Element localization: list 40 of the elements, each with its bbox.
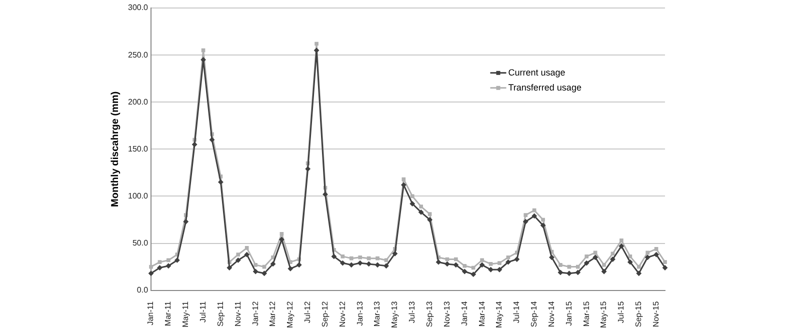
x-tick-label: Mar-11 [164, 300, 173, 326]
x-tick-label: Jul-11 [198, 300, 208, 323]
y-tick-label: 50.0 [132, 238, 149, 248]
x-tick-label: Sep-14 [530, 300, 539, 328]
x-tick-label: Mar-13 [372, 300, 382, 327]
x-tick-label: Nov-13 [442, 300, 452, 328]
x-tick-label: Mar-12 [268, 300, 278, 327]
x-tick-label: Nov-11 [233, 300, 242, 327]
x-tick-label: Jul-13 [408, 300, 417, 324]
x-tick-label: May-15 [599, 300, 608, 328]
legend-label: Current usage [508, 67, 566, 78]
x-tick-label: Sep-15 [634, 300, 644, 328]
x-tick-label: Jul-15 [616, 300, 626, 324]
y-tick-label: 300.0 [128, 3, 149, 12]
x-tick-label: Jan-11 [146, 300, 156, 326]
x-tick-label: Mar-14 [477, 300, 486, 327]
x-tick-label: Jan-15 [564, 300, 574, 326]
x-tick-label: Jan-14 [460, 300, 469, 326]
y-tick-label: 250.0 [128, 50, 149, 60]
x-tick-label: Jan-13 [355, 300, 364, 326]
y-tick-label: 100.0 [128, 191, 149, 200]
x-tick-label: Jul-14 [512, 300, 522, 324]
y-tick-label: 200.0 [128, 97, 149, 106]
x-tick-label: Sep-11 [216, 300, 225, 327]
x-tick-label: Mar-15 [582, 300, 591, 327]
x-tick-label: May-13 [390, 300, 400, 328]
x-tick-label: Nov-12 [338, 300, 347, 328]
x-tick-label: Sep-12 [320, 300, 330, 328]
x-tick-label: Jul-12 [303, 300, 312, 324]
x-tick-label: May-14 [494, 300, 504, 328]
x-tick-label: Sep-13 [424, 300, 434, 328]
y-tick-label: 0.0 [136, 286, 149, 295]
y-tick-label: 150.0 [128, 144, 149, 154]
x-tick-label: Nov-14 [546, 300, 556, 328]
x-tick-label: May-11 [181, 300, 190, 328]
legend-label: Transferred usage [508, 82, 582, 92]
x-tick-label: Nov-15 [651, 300, 660, 328]
y-axis-title: Monthly discahrge (mm) [110, 91, 121, 207]
x-tick-label: Jan-12 [250, 300, 260, 326]
x-tick-label: May-12 [286, 300, 295, 328]
